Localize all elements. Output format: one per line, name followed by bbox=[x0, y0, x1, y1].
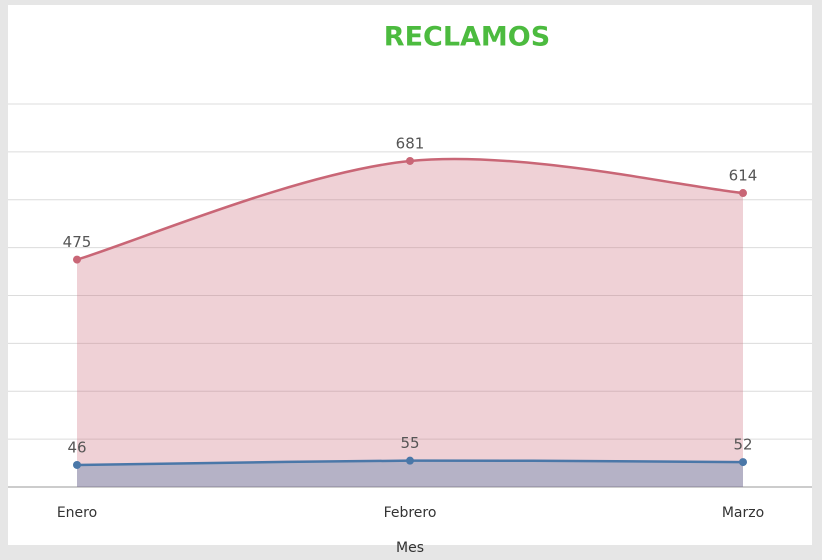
x-tick-label: Enero bbox=[57, 505, 97, 521]
x-tick-label: Marzo bbox=[722, 505, 764, 521]
x-tick-label: Febrero bbox=[384, 505, 437, 521]
point bbox=[739, 189, 747, 198]
point bbox=[406, 456, 414, 465]
chart-background bbox=[8, 5, 812, 545]
area-fill bbox=[77, 158, 743, 487]
point bbox=[739, 458, 747, 467]
area-fill bbox=[77, 460, 743, 487]
data-label: 681 bbox=[396, 134, 425, 152]
data-label: 475 bbox=[63, 233, 92, 251]
point bbox=[73, 255, 81, 264]
point bbox=[406, 156, 414, 165]
data-label: 52 bbox=[733, 436, 752, 454]
point bbox=[73, 460, 81, 469]
data-label: 614 bbox=[729, 167, 758, 185]
data-label: 55 bbox=[400, 434, 419, 452]
chart-title: RECLAMOS bbox=[384, 22, 550, 53]
data-label: 46 bbox=[67, 438, 86, 456]
x-axis-label: Mes bbox=[396, 540, 424, 556]
